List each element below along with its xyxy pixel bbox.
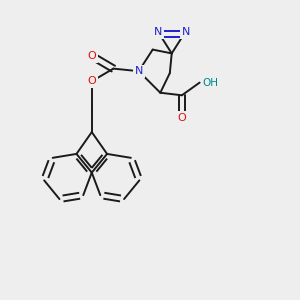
Text: N: N bbox=[182, 27, 190, 38]
Text: O: O bbox=[87, 51, 96, 61]
Text: O: O bbox=[87, 76, 96, 86]
Text: N: N bbox=[134, 66, 143, 76]
Text: OH: OH bbox=[202, 78, 219, 88]
Text: N: N bbox=[154, 27, 162, 38]
Text: O: O bbox=[178, 113, 186, 123]
